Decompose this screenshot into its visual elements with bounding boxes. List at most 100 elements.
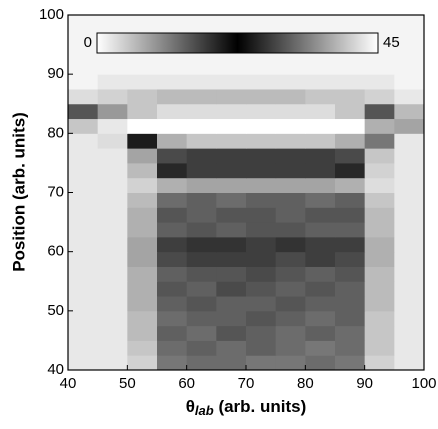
heat-cell xyxy=(68,59,99,75)
heat-cell xyxy=(275,148,306,164)
heat-cell xyxy=(186,15,217,31)
heat-cell xyxy=(305,310,336,327)
heat-cell xyxy=(216,177,247,193)
heat-cell xyxy=(127,133,158,149)
heat-cell xyxy=(246,251,277,267)
heat-cell xyxy=(305,162,336,179)
heat-cell xyxy=(394,103,425,120)
heat-cell xyxy=(97,192,128,208)
heat-cell xyxy=(127,207,158,223)
heat-cell xyxy=(68,148,99,164)
y-tick-label: 80 xyxy=(47,124,64,141)
heat-cell xyxy=(246,355,277,371)
heat-cell xyxy=(68,88,99,105)
x-axis-label: θlab (arb. units) xyxy=(186,397,307,418)
heat-cell xyxy=(216,74,247,90)
heat-cell xyxy=(335,355,366,371)
heat-cell xyxy=(97,207,128,223)
heat-cell xyxy=(335,251,366,267)
heat-cell xyxy=(335,74,366,90)
heat-cell xyxy=(97,133,128,149)
heat-cell xyxy=(127,325,158,341)
heat-cell xyxy=(186,148,217,164)
heat-cell xyxy=(246,192,277,208)
heat-cell xyxy=(157,296,188,312)
heat-cell xyxy=(246,103,277,120)
heat-cell xyxy=(68,266,99,282)
heat-cell xyxy=(68,281,99,297)
heat-cell xyxy=(97,177,128,193)
heat-cell xyxy=(364,236,395,253)
heat-cell xyxy=(186,296,217,312)
heat-cell xyxy=(394,88,425,105)
heat-cell xyxy=(157,88,188,105)
heat-cell xyxy=(68,192,99,208)
heat-cell xyxy=(157,355,188,371)
y-tick-label: 40 xyxy=(47,361,64,378)
heat-cell xyxy=(364,74,395,90)
heat-cell xyxy=(157,15,188,31)
heat-cell xyxy=(157,74,188,90)
heat-cell xyxy=(216,266,247,282)
heat-cell xyxy=(127,310,158,327)
heat-cell xyxy=(335,192,366,208)
heat-cell xyxy=(394,15,425,31)
heat-cell xyxy=(275,266,306,282)
heat-cell xyxy=(246,162,277,179)
heat-cell xyxy=(127,296,158,312)
heat-cell xyxy=(68,103,99,120)
heat-cell xyxy=(246,133,277,149)
heat-cell xyxy=(305,88,336,105)
heat-cell xyxy=(305,281,336,297)
heat-cell xyxy=(364,162,395,179)
heat-cell xyxy=(335,133,366,149)
heat-cell xyxy=(275,207,306,223)
colorbar-tick-label: 45 xyxy=(383,34,400,51)
heat-cell xyxy=(394,340,425,356)
heat-cell xyxy=(246,310,277,327)
heat-cell xyxy=(68,310,99,327)
heat-cell xyxy=(186,207,217,223)
heat-cell xyxy=(216,236,247,253)
heat-cell xyxy=(216,88,247,105)
heat-cell xyxy=(216,103,247,120)
heat-cell xyxy=(97,310,128,327)
heat-cell xyxy=(97,266,128,282)
heat-cell xyxy=(305,133,336,149)
heat-cell xyxy=(246,236,277,253)
heat-cell xyxy=(216,192,247,208)
heat-cell xyxy=(364,296,395,312)
heat-cell xyxy=(394,29,425,46)
heat-cell xyxy=(246,296,277,312)
heat-cell xyxy=(246,222,277,238)
heat-cell xyxy=(364,281,395,297)
heat-cell xyxy=(275,281,306,297)
heat-cell xyxy=(186,281,217,297)
heat-cell xyxy=(394,118,425,134)
heat-cell xyxy=(394,177,425,193)
heat-cell xyxy=(68,162,99,179)
heat-cell xyxy=(246,15,277,31)
heat-cell xyxy=(364,325,395,341)
heat-cell xyxy=(127,222,158,238)
heat-cell xyxy=(394,355,425,371)
y-tick-label: 100 xyxy=(39,6,64,23)
heat-cell xyxy=(127,118,158,134)
heat-cell xyxy=(275,355,306,371)
heat-cell xyxy=(275,251,306,267)
heat-cell xyxy=(216,222,247,238)
heat-cell xyxy=(68,44,99,60)
heat-cell xyxy=(275,192,306,208)
heat-cell xyxy=(157,266,188,282)
heat-cell xyxy=(186,59,217,75)
heat-cell xyxy=(394,74,425,90)
heat-cell xyxy=(186,133,217,149)
heat-cell xyxy=(186,192,217,208)
heat-cell xyxy=(68,177,99,193)
y-tick-label: 60 xyxy=(47,243,64,260)
heat-cell xyxy=(68,118,99,134)
heat-cell xyxy=(157,103,188,120)
heatmap xyxy=(68,15,425,371)
heat-cell xyxy=(275,222,306,238)
